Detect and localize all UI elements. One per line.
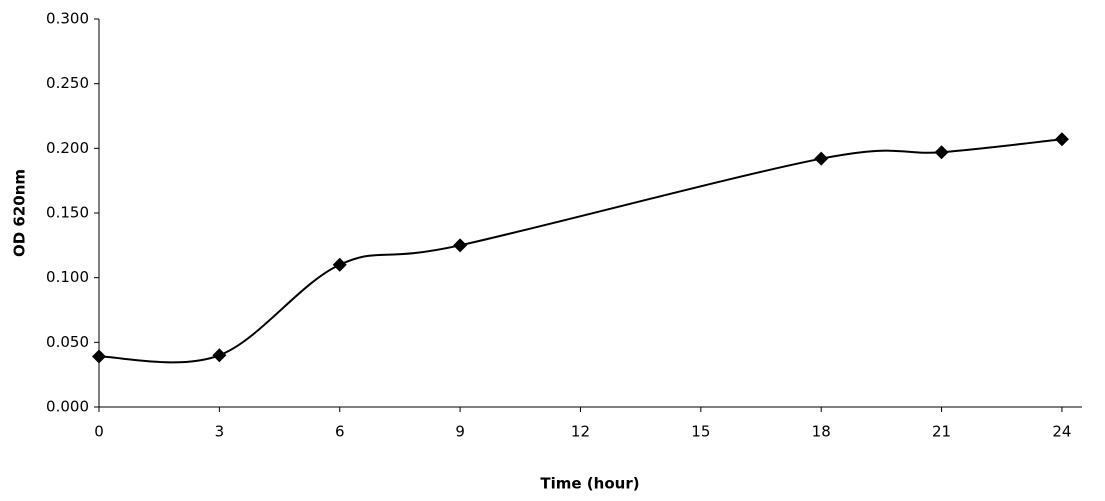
y-tick-label: 0.200 xyxy=(46,139,89,157)
x-tick-label: 9 xyxy=(455,423,465,441)
y-tick-label: 0.000 xyxy=(46,398,89,416)
marker xyxy=(453,238,467,252)
line xyxy=(99,139,1062,362)
marker xyxy=(333,258,347,272)
x-tick-label: 21 xyxy=(932,423,951,441)
y-axis-title: OD 620nm xyxy=(11,169,29,257)
x-tick-label: 3 xyxy=(215,423,225,441)
marker xyxy=(814,152,828,166)
marker xyxy=(1055,132,1069,146)
x-tick-label: 12 xyxy=(571,423,590,441)
y-tick-label: 0.150 xyxy=(46,204,89,222)
chart: Time (hour) OD 620nm 0.000 0.050 0.100 0.15… xyxy=(0,0,1105,501)
x-tick-label: 15 xyxy=(691,423,710,441)
marker xyxy=(92,350,106,364)
x-tick-label: 6 xyxy=(335,423,345,441)
marker xyxy=(212,348,226,362)
y-tick-label: 0.250 xyxy=(46,74,89,92)
x-tick-label: 0 xyxy=(94,423,104,441)
y-tick-label: 0.300 xyxy=(46,10,89,28)
y-tick-label: 0.100 xyxy=(46,268,89,286)
x-tick-label: 18 xyxy=(812,423,831,441)
x-axis-title: Time (hour) xyxy=(540,475,639,493)
marker xyxy=(935,145,949,159)
x-tick-label: 24 xyxy=(1052,423,1071,441)
y-tick-label: 0.050 xyxy=(46,333,89,351)
